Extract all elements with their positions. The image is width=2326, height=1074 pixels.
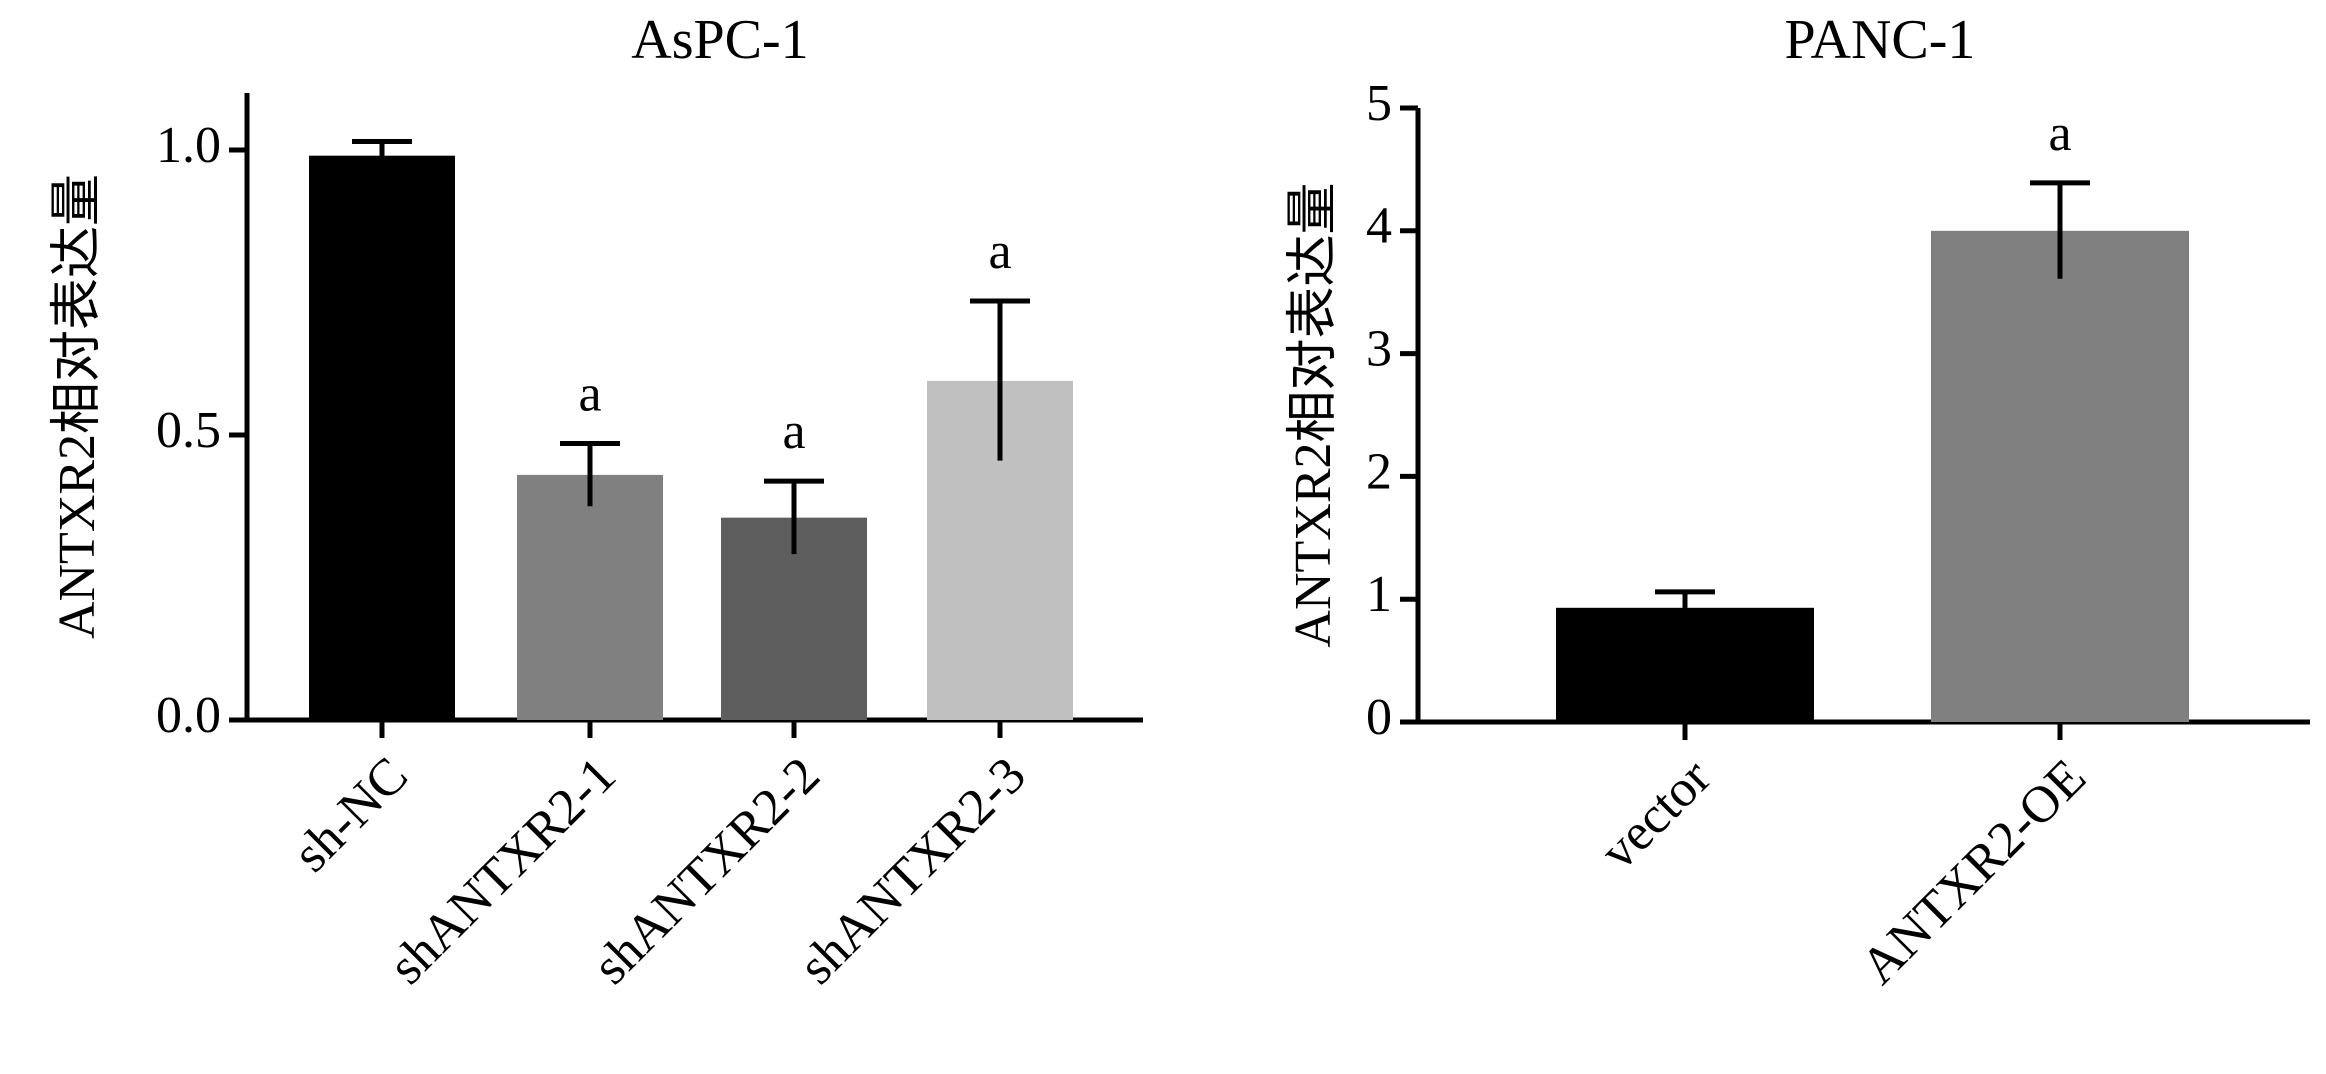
y-tick-label: 2 (1366, 443, 1392, 500)
bar (1931, 230, 2189, 723)
chart-title: AsPC-1 (631, 9, 808, 71)
y-tick-label: 3 (1366, 321, 1392, 378)
chart: PANC-1 ANTXR2相对表达量 0 1 2 3 4 5 vector a ANTXR2-OE (1285, 9, 2310, 995)
annotation: a (782, 403, 805, 460)
x-tick-label: sh-NC (283, 747, 419, 883)
x-tick-label: ANTXR2-OE (1850, 749, 2097, 996)
annotation: a (578, 365, 601, 422)
x-tick-label: vector (1590, 749, 1722, 881)
annotation: a (2048, 105, 2071, 162)
y-tick-label: 1 (1366, 566, 1392, 623)
y-tick-label: 0.5 (156, 402, 221, 459)
y-axis-label: ANTXR2相对表达量 (49, 174, 106, 639)
bar (1556, 607, 1814, 722)
chart: AsPC-1ANTXR2相对表达量0.00.51.0sh-NCashANTXR2… (49, 9, 1143, 995)
annotation: a (988, 223, 1011, 280)
y-tick-label: 5 (1366, 75, 1392, 132)
y-tick-label: 1.0 (156, 117, 221, 174)
bar (517, 474, 663, 720)
chart-title: PANC-1 (1785, 9, 1976, 71)
y-tick-label: 4 (1366, 198, 1392, 255)
y-axis-label: ANTXR2相对表达量 (1285, 182, 1342, 647)
bar (309, 155, 455, 720)
y-tick-label: 0 (1366, 689, 1392, 746)
y-tick-label: 0.0 (156, 687, 221, 744)
